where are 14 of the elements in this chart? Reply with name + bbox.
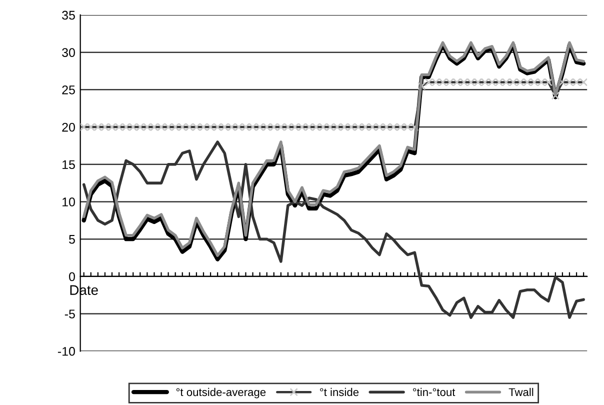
legend-label: °t inside xyxy=(320,388,359,396)
y-tick-label: 10 xyxy=(62,198,75,206)
legend-label: Twall xyxy=(508,388,534,396)
y-tick-label: -5 xyxy=(64,310,75,318)
y-tick-label: 5 xyxy=(69,235,75,244)
y-tick-label: 15 xyxy=(62,160,75,170)
y-tick-label: 20 xyxy=(62,122,75,132)
y-tick-label: 25 xyxy=(62,85,75,94)
legend-label: °tin-°tout xyxy=(413,388,456,396)
legend-label: °t outside-average xyxy=(176,388,266,398)
y-tick-label: 30 xyxy=(62,48,75,57)
y-tick-label: 35 xyxy=(62,10,75,20)
y-tick-label: -10 xyxy=(58,346,75,356)
y-tick-label: 0 xyxy=(69,272,75,282)
